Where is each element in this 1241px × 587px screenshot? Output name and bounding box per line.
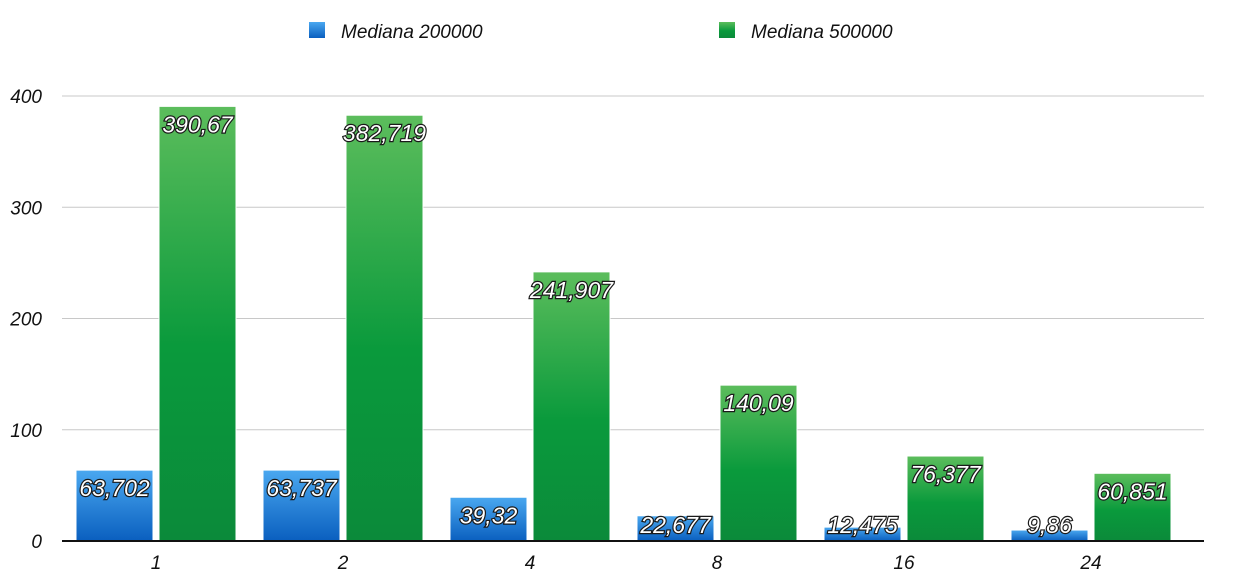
x-tick-label: 24 [1079, 553, 1101, 574]
bar-series-2-cat-16 [906, 455, 985, 542]
data-label-series-1-cat-1: 63,702 [79, 475, 150, 501]
legend-label-series-2: Mediana 500000 [751, 22, 893, 43]
data-label-series-1-cat-8: 22,677 [639, 512, 712, 538]
x-tick-label: 1 [151, 553, 162, 574]
y-tick-label: 0 [31, 532, 42, 553]
data-label-series-2-cat-24: 60,851 [1097, 478, 1167, 504]
x-axis-ticks: 1 2 4 8 16 24 [151, 553, 1102, 574]
data-label-series-1-cat-16: 12,475 [827, 512, 898, 538]
data-label-series-2-cat-1: 390,67 [162, 111, 234, 137]
data-label-series-1-cat-24: 9,86 [1027, 512, 1072, 538]
data-label-series-2-cat-4: 241,907 [529, 277, 614, 303]
y-tick-label: 400 [10, 87, 42, 108]
data-labels: 63,702 390,67 63,737 382,719 39,32 241,907 22,… [78, 110, 1169, 539]
legend-swatch-series-1 [309, 22, 325, 38]
bar-series-1-cat-4 [449, 496, 528, 542]
data-label-series-2-cat-16: 76,377 [910, 461, 982, 487]
y-axis-ticks: 0 100 200 300 400 [9, 87, 42, 553]
y-tick-label: 300 [10, 198, 42, 219]
legend-item-series-2: Mediana 500000 [719, 22, 893, 43]
x-tick-label: 4 [525, 553, 536, 574]
data-label-series-2-cat-8: 140,09 [723, 390, 794, 416]
x-tick-label: 16 [893, 553, 915, 574]
y-tick-label: 200 [9, 310, 42, 331]
bar-series-1-cat-8 [636, 515, 715, 542]
data-label-series-1-cat-4: 39,32 [460, 502, 518, 528]
legend-item-series-1: Mediana 200000 [309, 22, 483, 43]
bar-series-1-cat-1 [75, 469, 154, 542]
bars [75, 105, 1172, 542]
legend: Mediana 200000 Mediana 500000 [309, 22, 893, 43]
bar-series-2-cat-8 [719, 384, 798, 542]
data-label-series-1-cat-2: 63,737 [266, 475, 338, 501]
bar-series-2-cat-2 [345, 114, 424, 542]
legend-label-series-1: Mediana 200000 [341, 22, 483, 43]
bar-series-2-cat-4 [532, 271, 611, 542]
legend-swatch-series-2 [719, 22, 735, 38]
y-tick-label: 100 [10, 421, 42, 442]
data-label-series-2-cat-2: 382,719 [343, 120, 426, 146]
x-tick-label: 2 [337, 553, 349, 574]
x-tick-label: 8 [712, 553, 723, 574]
bar-series-2-cat-1 [158, 105, 237, 542]
gridlines [62, 95, 1204, 431]
